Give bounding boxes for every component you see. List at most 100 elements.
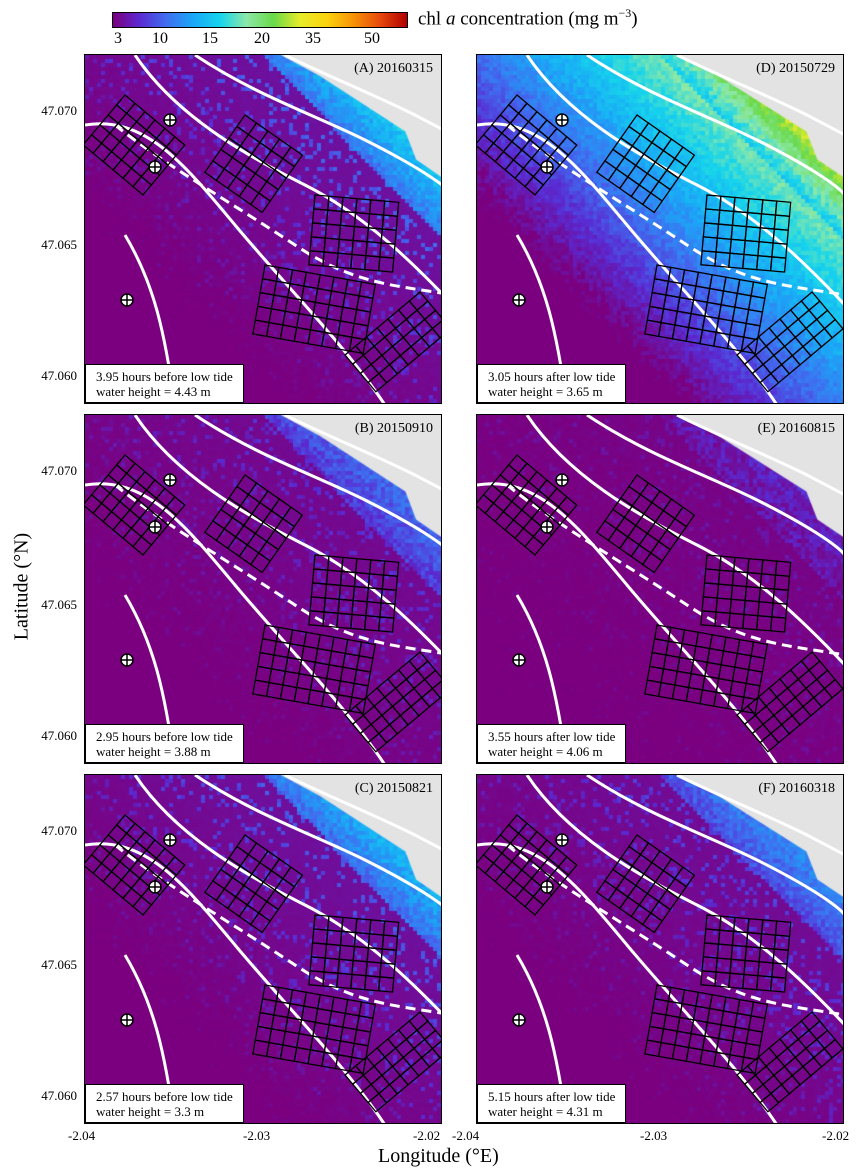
water-height: water height = 3.65 m xyxy=(488,384,603,399)
depth-contour xyxy=(85,842,386,1123)
tide-info-box: 5.15 hours after low tide water height = … xyxy=(477,1084,627,1123)
station-marker xyxy=(555,113,569,127)
tide-info-box: 2.57 hours before low tide water height =… xyxy=(85,1084,244,1123)
map-panel-f: (F) 20160318 5.15 hours after low tide wat… xyxy=(476,774,844,1124)
x-tick-label: -2.02 xyxy=(822,1128,850,1143)
depth-contour xyxy=(525,775,843,1026)
dashed-contour xyxy=(506,123,843,297)
y-tick-label: 47.070 xyxy=(41,823,77,838)
x-tick-label: -2.04 xyxy=(68,1128,96,1143)
y-tick-label: 47.060 xyxy=(41,368,77,383)
parcel-grid xyxy=(700,554,792,633)
station-marker xyxy=(163,113,177,127)
map-panel-a: (A) 20160315 3.95 hours before low tide wa… xyxy=(84,54,442,404)
parcel-grid xyxy=(203,114,304,214)
map-panel-c: (C) 20150821 2.57 hours before low tide wa… xyxy=(84,774,442,1124)
depth-contour xyxy=(676,415,843,496)
station-marker xyxy=(148,520,162,534)
depth-contour xyxy=(133,415,441,655)
tide-timing: 2.95 hours before low tide xyxy=(96,729,233,744)
colorbar-tick: 50 xyxy=(364,30,380,47)
station-marker xyxy=(512,653,526,667)
x-tick-label: -2.03 xyxy=(243,1128,271,1143)
station-marker xyxy=(120,293,134,307)
map-overlay xyxy=(85,415,441,763)
water-height: water height = 3.3 m xyxy=(96,1104,205,1119)
tide-info-box: 3.05 hours after low tide water height = … xyxy=(477,364,627,403)
station-marker xyxy=(540,520,554,534)
parcel-grid xyxy=(85,454,186,556)
dashed-contour xyxy=(506,843,843,1017)
parcel-grid xyxy=(595,114,696,214)
y-tick-label: 47.065 xyxy=(41,597,77,612)
parcel-grid xyxy=(252,984,377,1075)
colorbar-tick: 35 xyxy=(305,30,321,47)
water-height: water height = 4.43 m xyxy=(96,384,211,399)
dashed-contour xyxy=(114,123,441,295)
map-overlay xyxy=(477,55,843,403)
station-marker xyxy=(163,473,177,487)
parcel-grid xyxy=(477,814,578,916)
depth-contour xyxy=(194,775,441,907)
depth-contour xyxy=(85,122,386,403)
depth-contour xyxy=(284,415,441,491)
map-panel-e: (E) 20160815 3.55 hours after low tide wat… xyxy=(476,414,844,764)
parcel-grid xyxy=(85,814,186,916)
parcel-grid xyxy=(252,264,377,355)
parcel-grid xyxy=(700,194,792,273)
parcel-grid xyxy=(736,651,843,753)
station-marker xyxy=(512,293,526,307)
y-tick-label: 47.070 xyxy=(41,103,77,118)
water-height: water height = 4.06 m xyxy=(488,744,603,759)
map-panel-d: (D) 20150729 3.05 hours after low tide wat… xyxy=(476,54,844,404)
colorbar-title: chl a concentration (mg m−3) xyxy=(418,6,638,30)
x-tick-label: -2.03 xyxy=(640,1128,668,1143)
depth-contour xyxy=(525,55,843,306)
panel-label: (C) 20150821 xyxy=(354,781,433,796)
dashed-contour xyxy=(506,483,843,657)
parcel-grid xyxy=(203,834,304,934)
y-tick-label: 47.070 xyxy=(41,463,77,478)
parcel-grid xyxy=(644,264,769,355)
parcel-grid xyxy=(252,624,377,715)
colorbar-tick: 20 xyxy=(254,30,270,47)
depth-contour xyxy=(85,482,386,763)
dashed-contour xyxy=(114,843,441,1015)
station-marker xyxy=(148,160,162,174)
parcel-grid xyxy=(308,914,400,993)
parcel-grid xyxy=(736,1011,843,1113)
parcel-grid xyxy=(477,454,578,556)
station-marker xyxy=(555,473,569,487)
panel-label: (E) 20160815 xyxy=(757,421,835,436)
station-marker xyxy=(148,880,162,894)
x-axis-label: Longitude (°E) xyxy=(378,1145,499,1167)
parcel-grid xyxy=(344,291,441,393)
parcel-grid xyxy=(700,914,792,993)
dashed-contour xyxy=(114,483,441,655)
parcel-grid xyxy=(85,94,186,196)
tide-timing: 3.95 hours before low tide xyxy=(96,369,233,384)
depth-contour xyxy=(133,775,441,1015)
tide-timing: 5.15 hours after low tide xyxy=(488,1089,616,1104)
map-overlay xyxy=(85,55,441,403)
x-tick-label: -2.02 xyxy=(413,1128,441,1143)
tide-timing: 3.05 hours after low tide xyxy=(488,369,616,384)
depth-contour xyxy=(477,482,778,763)
colorbar-tick: 3 xyxy=(114,30,122,47)
tide-info-box: 3.95 hours before low tide water height =… xyxy=(85,364,244,403)
parcel-grid xyxy=(644,984,769,1075)
station-marker xyxy=(120,1013,134,1027)
tide-timing: 2.57 hours before low tide xyxy=(96,1089,233,1104)
y-tick-label: 47.060 xyxy=(41,1088,77,1103)
y-tick-label: 47.060 xyxy=(41,728,77,743)
depth-contour xyxy=(477,122,778,403)
panel-label: (B) 20150910 xyxy=(354,421,433,436)
depth-contour xyxy=(477,842,778,1123)
colorbar-tick: 10 xyxy=(152,30,168,47)
depth-contour xyxy=(676,55,843,136)
station-marker xyxy=(540,160,554,174)
panel-label: (D) 20150729 xyxy=(756,61,835,76)
x-tick-label: -2.04 xyxy=(452,1128,480,1143)
panel-label: (A) 20160315 xyxy=(354,61,433,76)
station-marker xyxy=(120,653,134,667)
